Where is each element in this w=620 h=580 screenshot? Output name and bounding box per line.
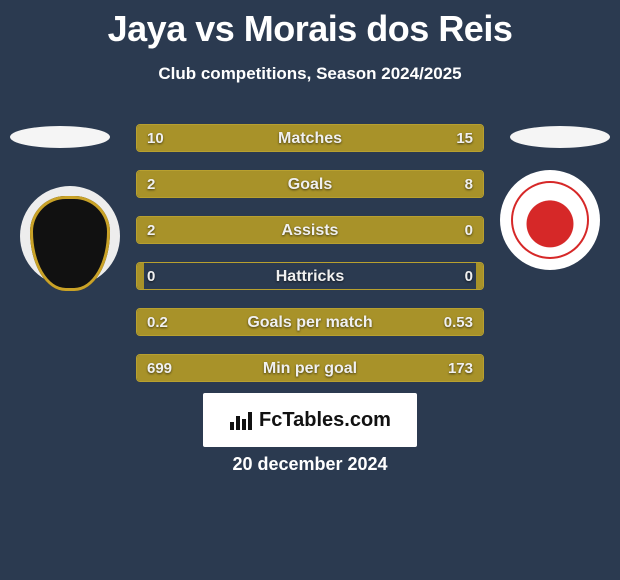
stat-row: 00Hattricks <box>136 262 484 290</box>
stat-row: 20Assists <box>136 216 484 244</box>
comparison-date: 20 december 2024 <box>0 454 620 475</box>
stat-label: Matches <box>137 125 483 152</box>
comparison-subtitle: Club competitions, Season 2024/2025 <box>0 64 620 84</box>
comparison-bars: 1015Matches 28Goals 20Assists 00Hattricks 0.… <box>136 124 484 400</box>
stat-label: Hattricks <box>137 263 483 290</box>
stat-label: Goals <box>137 171 483 198</box>
comparison-title: Jaya vs Morais dos Reis <box>0 0 620 50</box>
chart-icon <box>229 410 253 430</box>
stat-label: Assists <box>137 217 483 244</box>
flag-left <box>10 126 110 148</box>
stat-label: Goals per match <box>137 309 483 336</box>
stat-row: 699173Min per goal <box>136 354 484 382</box>
stat-label: Min per goal <box>137 355 483 382</box>
club-crest-right <box>500 170 600 270</box>
stat-row: 0.20.53Goals per match <box>136 308 484 336</box>
stat-row: 28Goals <box>136 170 484 198</box>
flag-right <box>510 126 610 148</box>
branding-badge: FcTables.com <box>203 393 417 447</box>
stat-row: 1015Matches <box>136 124 484 152</box>
branding-text: FcTables.com <box>259 409 391 432</box>
club-crest-left <box>20 186 120 286</box>
